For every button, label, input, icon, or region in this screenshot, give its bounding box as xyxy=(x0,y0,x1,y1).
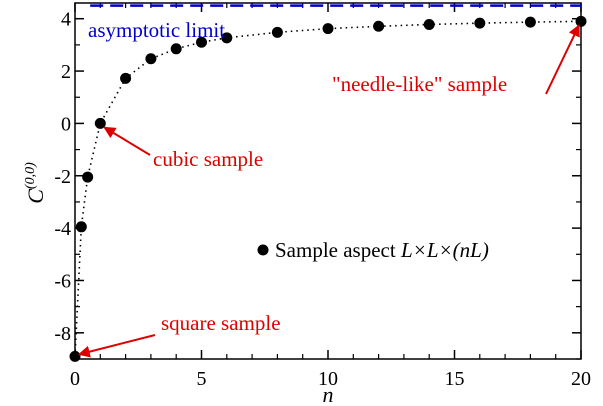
y-axis-title: C(0,0) xyxy=(23,162,48,204)
y-axis-title-main: C xyxy=(23,189,48,204)
data-point xyxy=(575,15,587,27)
data-point xyxy=(423,18,435,30)
y-tick-label: -4 xyxy=(54,218,71,240)
y-tick-label: -6 xyxy=(54,270,71,292)
legend-text-math: L×L×(nL) xyxy=(400,238,489,262)
x-tick-label: 10 xyxy=(318,368,338,390)
data-point xyxy=(196,36,207,48)
data-point xyxy=(271,26,283,38)
y-tick-label: -8 xyxy=(54,323,71,345)
data-point xyxy=(524,16,536,28)
data-points xyxy=(69,15,587,362)
x-tick-label: 0 xyxy=(70,368,80,390)
data-point xyxy=(474,17,486,29)
y-tick-label: 2 xyxy=(61,61,71,83)
data-point xyxy=(170,43,182,55)
square-label: square sample xyxy=(161,311,281,335)
data-point xyxy=(221,32,233,44)
x-axis-title: n xyxy=(323,382,334,406)
x-axis: 0 5 10 15 20 xyxy=(70,3,591,390)
legend-text: Sample aspect L×L×(nL) xyxy=(275,238,489,262)
data-point xyxy=(82,171,94,183)
x-tick-label: 5 xyxy=(197,368,207,390)
y-tick-label: -2 xyxy=(54,166,71,188)
legend-marker xyxy=(257,244,269,256)
needle-like-label: "needle-like" sample xyxy=(332,72,507,96)
legend-text-prefix: Sample aspect xyxy=(275,238,401,262)
svg-text:C(0,0): C(0,0) xyxy=(23,162,48,204)
data-point xyxy=(69,350,81,362)
asymptotic-limit-label: asymptotic limit xyxy=(88,18,225,42)
y-axis: -8 -6 -4 -2 0 2 4 xyxy=(54,9,581,360)
square-arrow xyxy=(77,334,156,358)
data-point xyxy=(120,72,132,84)
x-tick-label: 15 xyxy=(445,368,465,390)
y-axis-title-superscript: (0,0) xyxy=(23,162,38,189)
needle-like-arrow xyxy=(545,24,580,95)
y-tick-label: 4 xyxy=(61,9,71,31)
x-tick-label: 20 xyxy=(571,368,591,390)
data-point xyxy=(94,117,106,129)
cubic-label: cubic sample xyxy=(153,147,263,171)
data-point xyxy=(145,53,157,65)
y-tick-label: 0 xyxy=(61,113,71,135)
data-point xyxy=(322,23,334,35)
data-point xyxy=(75,221,87,233)
cubic-arrow xyxy=(103,126,151,156)
data-point xyxy=(373,20,385,32)
